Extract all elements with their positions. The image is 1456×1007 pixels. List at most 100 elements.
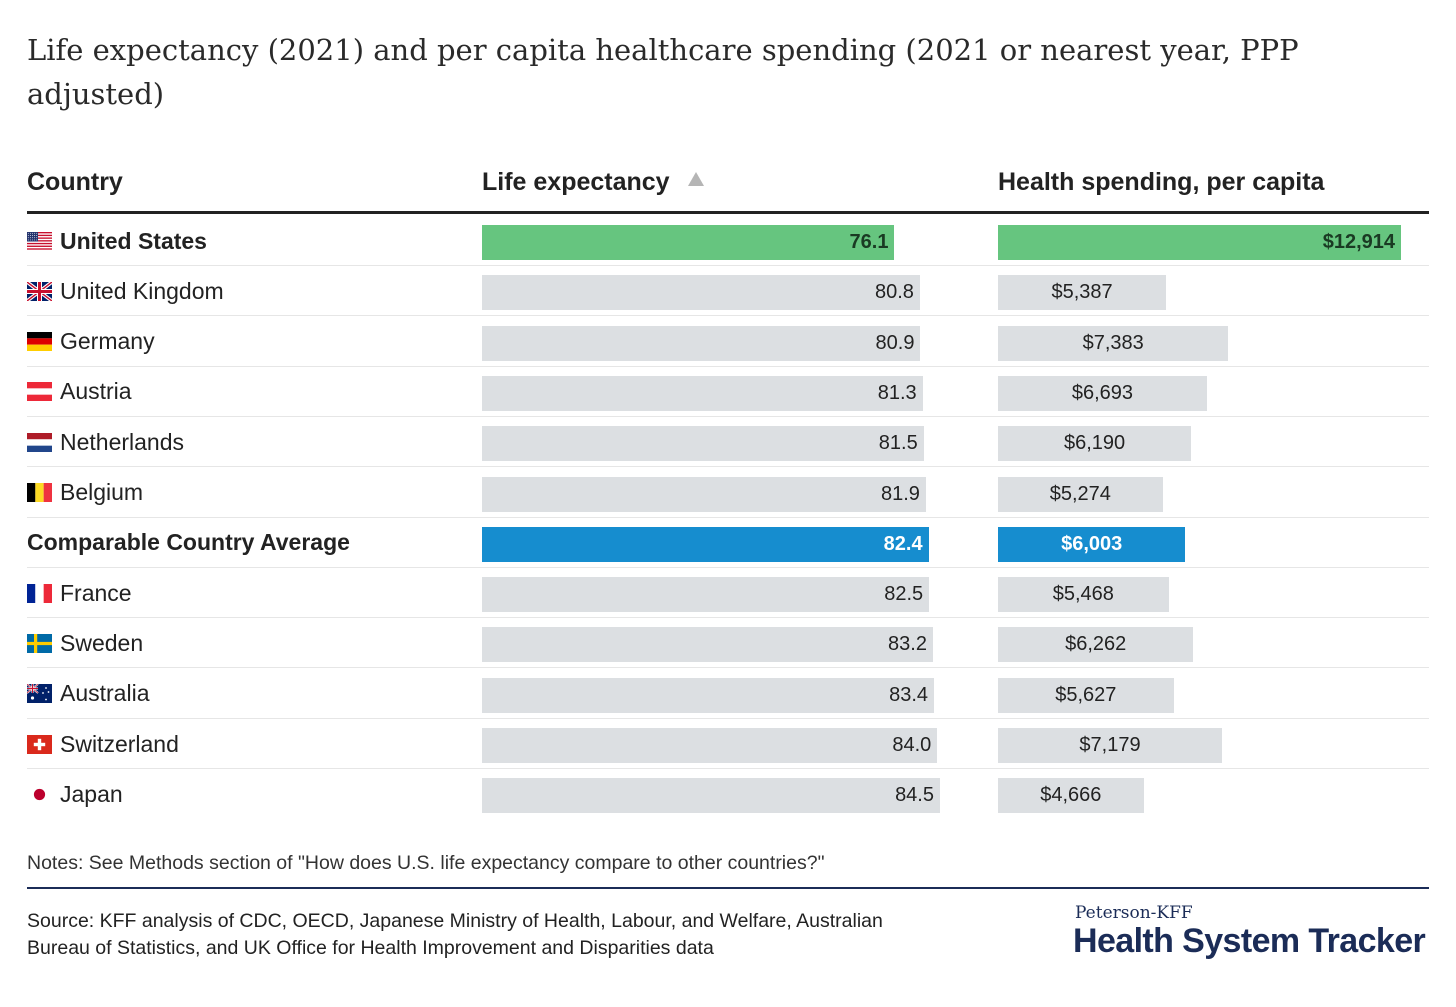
life-expectancy-value: 84.5 [895,784,934,807]
life-expectancy-bar[interactable]: 84.0 [482,728,938,763]
health-spending-value: $5,274 [1049,482,1111,505]
life-expectancy-value: 82.4 [883,532,923,555]
country-cell: Austria [27,367,132,417]
country-cell: United Kingdom [27,266,224,316]
health-spending-value: $5,468 [1052,583,1114,606]
health-spending-bar[interactable]: $4,666 [998,778,1144,814]
life-expectancy-value: 81.9 [880,482,920,505]
health-spending-value: $5,387 [1051,281,1113,304]
health-spending-bar[interactable]: $5,387 [998,275,1167,311]
country-name: United Kingdom [60,277,224,304]
japan-flag-icon [27,784,52,804]
life-expectancy-bar[interactable]: 81.9 [482,476,926,512]
table-row: Germany 80.9 $7,383 [27,317,1429,367]
country-cell: Comparable Country Average [27,518,350,568]
life-expectancy-bar[interactable]: 83.4 [482,677,935,713]
table-row: Belgium 81.9 $5,274 [27,468,1429,518]
health-spending-bar[interactable]: $5,468 [998,577,1169,613]
table-row: United States 76.1 $12,914 [27,216,1429,266]
germany-flag-icon [27,332,52,352]
health-spending-value: $7,179 [1079,734,1141,756]
health-spending-bar[interactable]: $7,383 [998,325,1229,361]
health-spending-bar[interactable]: $7,179 [998,728,1223,763]
brand-logo: Health System Tracker [1073,922,1426,960]
life-expectancy-value: 81.3 [877,381,917,404]
country-name: Netherlands [60,428,185,455]
country-cell: Australia [27,669,149,719]
country-cell: Belgium [27,468,143,518]
country-cell: Japan [27,769,123,819]
country-cell: United States [27,216,207,266]
header-divider [27,211,1429,214]
sort-ascending-icon[interactable] [687,172,704,186]
life-expectancy-bar[interactable]: 82.5 [482,577,930,613]
health-spending-value: $6,262 [1065,633,1127,656]
country-cell: Germany [27,317,155,367]
country-cell: Switzerland [27,719,179,769]
footer-divider [27,887,1429,889]
health-spending-bar[interactable]: $5,274 [998,476,1163,512]
country-name: Switzerland [60,730,179,757]
uk-flag-icon [27,281,52,301]
life-expectancy-bar[interactable]: 80.8 [482,275,920,311]
health-spending-bar[interactable]: $6,190 [998,426,1192,462]
life-expectancy-value: 83.4 [889,683,929,706]
australia-flag-icon [27,684,52,704]
life-expectancy-bar[interactable]: 76.1 [482,225,895,260]
health-spending-bar[interactable]: $5,627 [998,677,1174,713]
health-spending-column-header[interactable]: Health spending, per capita [998,168,1325,196]
table-row: France 82.5 $5,468 [27,568,1429,619]
health-spending-bar[interactable]: $6,003 [998,526,1186,562]
table-row: Switzerland 84.0 $7,179 [27,719,1429,769]
life-expectancy-bar[interactable]: 83.2 [482,627,933,663]
country-cell: France [27,568,132,618]
life-expectancy-header-label: Life expectancy [482,168,670,196]
life-expectancy-bar[interactable]: 82.4 [482,526,929,562]
life-expectancy-value: 80.9 [875,331,915,354]
brand-subtitle: Peterson-KFF [1075,903,1193,923]
life-expectancy-bar[interactable]: 80.9 [482,325,921,361]
chart-title: Life expectancy (2021) and per capita he… [27,33,1299,111]
source-text: Source: KFF analysis of CDC, OECD, Japan… [27,910,883,959]
life-expectancy-value: 80.8 [875,281,914,304]
table-row: Netherlands 81.5 $6,190 [27,417,1429,468]
life-expectancy-value: 81.5 [878,432,918,455]
life-expectancy-value: 82.5 [884,583,924,606]
life-expectancy-value: 83.2 [888,633,927,656]
health-spending-value: $12,914 [1322,231,1395,253]
belgium-flag-icon [27,483,52,502]
table-row: Japan 84.5 $4,666 [27,769,1429,819]
country-name: United States [60,227,207,254]
life-expectancy-value: 76.1 [849,231,889,253]
life-expectancy-value: 84.0 [892,734,932,756]
netherlands-flag-icon [27,432,52,452]
health-spending-value: $6,190 [1063,432,1126,455]
life-expectancy-bar[interactable]: 81.5 [482,426,924,462]
country-name: Austria [60,378,132,405]
us-flag-icon [27,231,52,250]
country-name: Germany [60,328,155,355]
life-expectancy-bar[interactable]: 81.3 [482,375,923,411]
country-column-header[interactable]: Country [27,168,123,196]
health-spending-bar[interactable]: $6,693 [998,375,1207,411]
country-name: Sweden [60,629,144,656]
life-expectancy-bar[interactable]: 84.5 [482,778,940,814]
country-name: Comparable Country Average [27,529,350,556]
health-spending-bar[interactable]: $12,914 [998,225,1401,260]
health-spending-value: $7,383 [1082,331,1144,354]
table-row: Australia 83.4 $5,627 [27,669,1429,719]
country-cell: Sweden [27,618,143,668]
health-spending-bar[interactable]: $6,262 [998,627,1194,663]
switzerland-flag-icon [27,734,52,754]
country-cell: Netherlands [27,417,184,467]
health-spending-value: $5,627 [1055,683,1117,706]
table-row: United Kingdom 80.8 $5,387 [27,266,1429,317]
france-flag-icon [27,583,52,603]
country-name: France [60,579,132,606]
sweden-flag-icon [27,633,52,653]
life-expectancy-column-header[interactable]: Life expectancy [482,166,704,198]
country-name: Japan [60,780,123,807]
austria-flag-icon [27,382,52,402]
country-name: Australia [60,680,150,707]
country-name: Belgium [60,479,144,505]
